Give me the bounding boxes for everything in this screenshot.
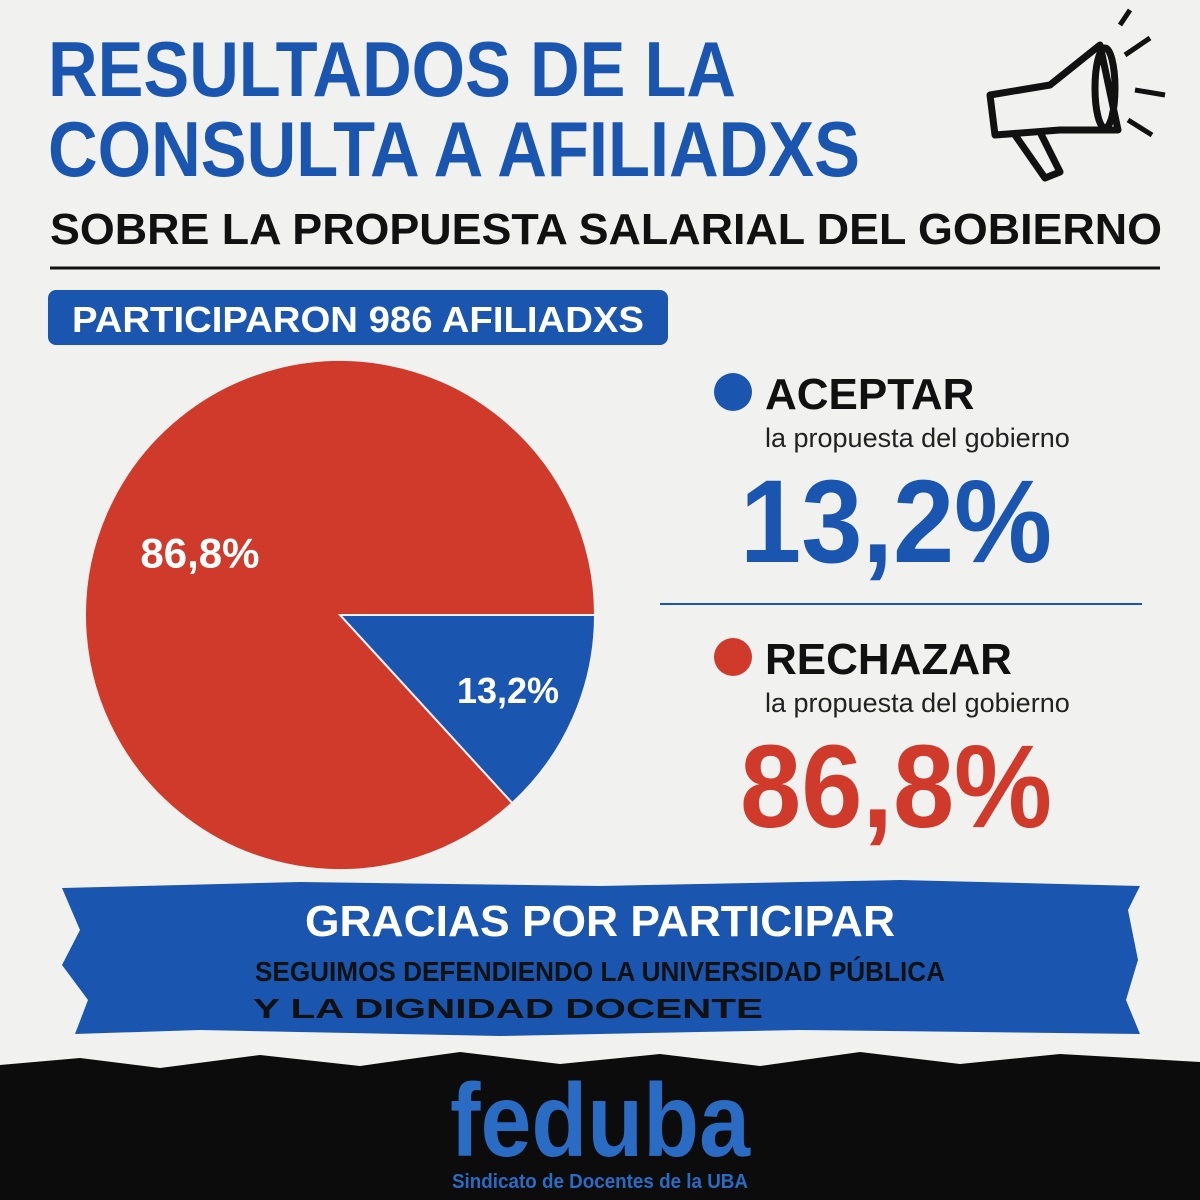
legend-subtitle: la propuesta del gobierno [765,423,1070,453]
legend-category: RECHAZAR [765,635,1012,684]
slice-label: 86,8% [140,529,259,576]
logo-tagline: Sindicato de Docentes de la UBA [452,1171,748,1193]
legend-value: 13,2% [740,456,1052,588]
title-line: RESULTADOS DE LA [48,25,736,113]
footer-bar [0,1052,1200,1200]
legend-dot [714,638,752,676]
legend-category: ACEPTAR [765,370,974,419]
pie-chart: 13,2% 86,8% [84,359,597,871]
banner-line: SEGUIMOS DEFENDIENDO LA UNIVERSIDAD PÚBL… [255,956,945,987]
title-line: CONSULTA A AFILIADXS [48,105,860,193]
subtitle: SOBRE LA PROPUESTA SALARIAL DEL GOBIERNO [50,205,1162,254]
badge [48,290,668,345]
legend-value: 86,8% [740,721,1052,853]
banner-title: GRACIAS POR PARTICIPAR [305,897,895,946]
logo: feduba [450,1063,751,1179]
megaphone-icon [986,8,1166,182]
legend-subtitle: la propuesta del gobierno [765,688,1070,718]
pie-slice [337,614,597,805]
banner [62,880,1140,1036]
pie-slice [84,359,597,871]
slice-label: 13,2% [457,670,559,711]
badge-text: PARTICIPARON 986 AFILIADXS [72,299,644,340]
legend-dot [714,373,752,411]
banner-line: Y LA DIGNIDAD DOCENTE [253,993,763,1024]
